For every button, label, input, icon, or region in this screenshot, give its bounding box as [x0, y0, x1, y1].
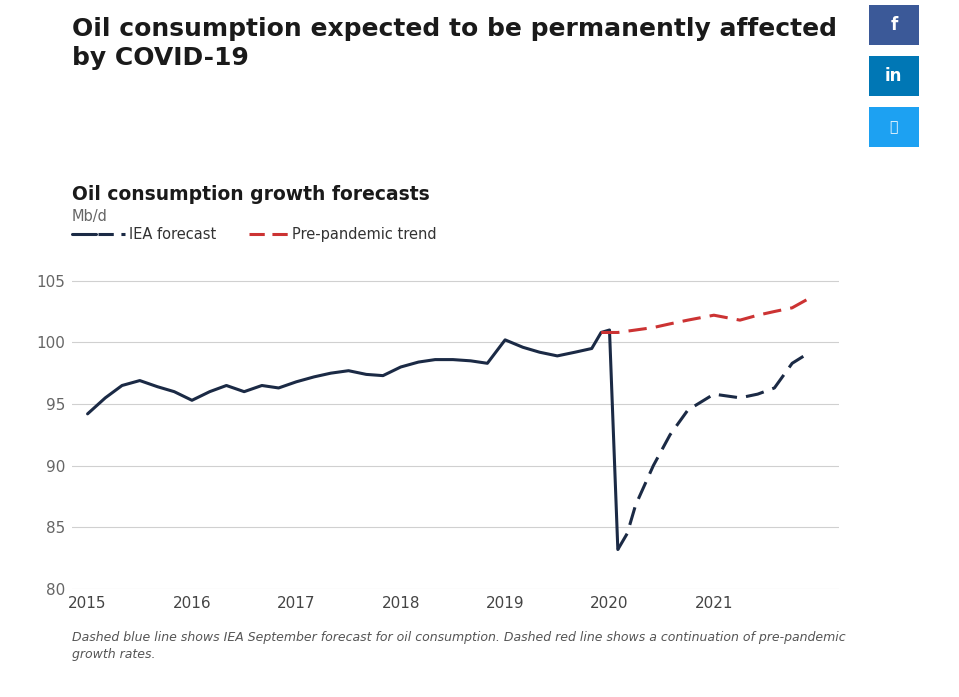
Text: in: in [885, 67, 902, 85]
Text: Oil consumption expected to be permanently affected
by COVID-19: Oil consumption expected to be permanent… [72, 17, 837, 70]
Text: f: f [890, 16, 898, 34]
Text: 🐦: 🐦 [890, 120, 898, 134]
Text: Pre-pandemic trend: Pre-pandemic trend [292, 227, 437, 242]
Text: Mb/d: Mb/d [72, 209, 107, 224]
Text: Oil consumption growth forecasts: Oil consumption growth forecasts [72, 185, 430, 204]
Text: Dashed blue line shows IEA September forecast for oil consumption. Dashed red li: Dashed blue line shows IEA September for… [72, 631, 846, 661]
Text: IEA forecast: IEA forecast [129, 227, 217, 242]
